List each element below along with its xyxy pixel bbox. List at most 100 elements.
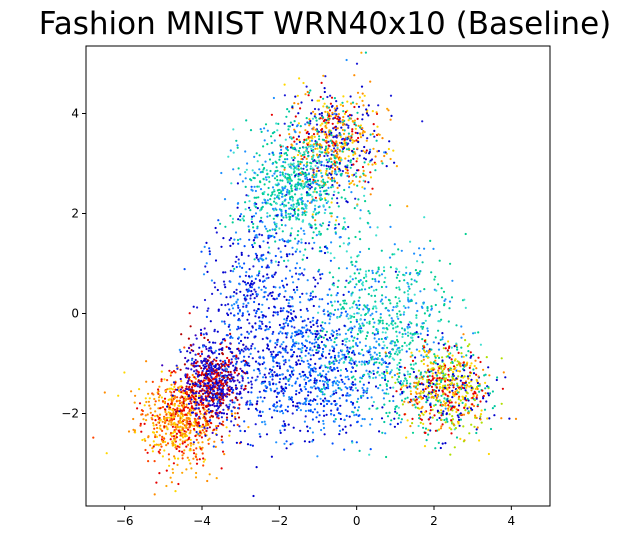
scatter-point — [193, 370, 196, 373]
scatter-point — [367, 362, 370, 365]
scatter-point — [375, 340, 378, 343]
scatter-point — [241, 312, 244, 315]
scatter-point — [294, 193, 297, 196]
scatter-point — [339, 417, 342, 421]
scatter-point — [311, 431, 314, 434]
scatter-point — [337, 308, 340, 311]
scatter-point — [231, 399, 234, 402]
scatter-point — [173, 404, 176, 407]
scatter-point — [190, 380, 193, 383]
scatter-point — [401, 382, 404, 385]
scatter-point — [273, 305, 276, 308]
scatter-point — [253, 242, 256, 245]
scatter-point — [331, 197, 334, 200]
scatter-point — [210, 379, 213, 382]
scatter-point — [194, 353, 197, 356]
scatter-point — [373, 351, 376, 354]
scatter-point — [303, 172, 306, 175]
scatter-point — [184, 413, 187, 416]
scatter-point — [315, 234, 318, 237]
scatter-point — [333, 227, 336, 230]
scatter-point — [323, 414, 326, 417]
scatter-point — [242, 350, 245, 353]
scatter-point — [311, 174, 314, 177]
scatter-point — [390, 114, 393, 117]
scatter-point — [400, 321, 403, 324]
scatter-point — [312, 231, 315, 234]
scatter-point — [335, 172, 338, 175]
scatter-point — [305, 207, 308, 210]
scatter-point — [376, 226, 379, 229]
scatter-point — [274, 254, 277, 258]
scatter-point — [349, 139, 352, 142]
scatter-point — [280, 256, 283, 259]
scatter-point — [395, 267, 398, 270]
scatter-point — [289, 232, 292, 235]
scatter-point — [357, 406, 360, 409]
scatter-point — [324, 344, 327, 347]
scatter-point — [288, 253, 291, 256]
scatter-point — [408, 343, 411, 346]
scatter-point — [306, 178, 309, 181]
scatter-point — [242, 305, 245, 308]
scatter-point — [376, 407, 379, 410]
scatter-point — [212, 399, 215, 402]
scatter-point — [318, 194, 321, 197]
scatter-point — [320, 171, 323, 175]
scatter-point — [325, 399, 328, 402]
scatter-point — [472, 353, 475, 357]
scatter-point — [430, 307, 433, 310]
scatter-point — [493, 405, 496, 408]
scatter-point — [181, 454, 184, 457]
scatter-point — [198, 346, 201, 349]
scatter-point — [354, 265, 357, 268]
scatter-point — [282, 348, 285, 351]
scatter-point — [378, 354, 381, 357]
scatter-point — [402, 273, 405, 276]
scatter-point — [340, 388, 343, 391]
scatter-point — [321, 355, 324, 358]
scatter-point — [234, 367, 237, 370]
scatter-point — [176, 409, 179, 412]
scatter-point — [312, 323, 315, 326]
scatter-point — [199, 412, 202, 415]
scatter-point — [213, 328, 216, 331]
scatter-point — [359, 126, 362, 129]
scatter-point — [235, 255, 238, 258]
scatter-point — [253, 171, 256, 174]
scatter-point — [429, 416, 432, 419]
scatter-point — [263, 380, 267, 383]
scatter-point — [271, 332, 274, 335]
scatter-point — [355, 175, 358, 178]
scatter-point — [432, 247, 435, 250]
scatter-point — [220, 381, 223, 384]
scatter-point — [234, 412, 237, 415]
scatter-point — [281, 355, 284, 358]
scatter-point — [280, 195, 284, 198]
scatter-point — [233, 415, 237, 419]
scatter-point — [315, 351, 318, 354]
scatter-point — [163, 425, 166, 428]
scatter-point — [286, 154, 289, 157]
scatter-point — [180, 404, 183, 407]
scatter-point — [291, 412, 294, 415]
scatter-point — [358, 414, 361, 417]
scatter-point — [202, 273, 206, 276]
scatter-point — [311, 367, 314, 371]
scatter-point — [165, 469, 168, 472]
scatter-point — [296, 94, 299, 97]
scatter-point — [409, 363, 412, 366]
scatter-point — [299, 107, 302, 110]
scatter-point — [367, 114, 370, 117]
scatter-point — [466, 407, 469, 410]
scatter-point — [398, 310, 401, 313]
scatter-point — [302, 167, 305, 170]
scatter-point — [218, 422, 221, 425]
scatter-point — [347, 135, 350, 138]
scatter-point — [248, 268, 251, 271]
scatter-point — [295, 262, 299, 265]
scatter-point — [303, 153, 306, 156]
scatter-point — [196, 364, 200, 367]
scatter-point — [394, 410, 397, 413]
scatter-point — [224, 375, 227, 378]
